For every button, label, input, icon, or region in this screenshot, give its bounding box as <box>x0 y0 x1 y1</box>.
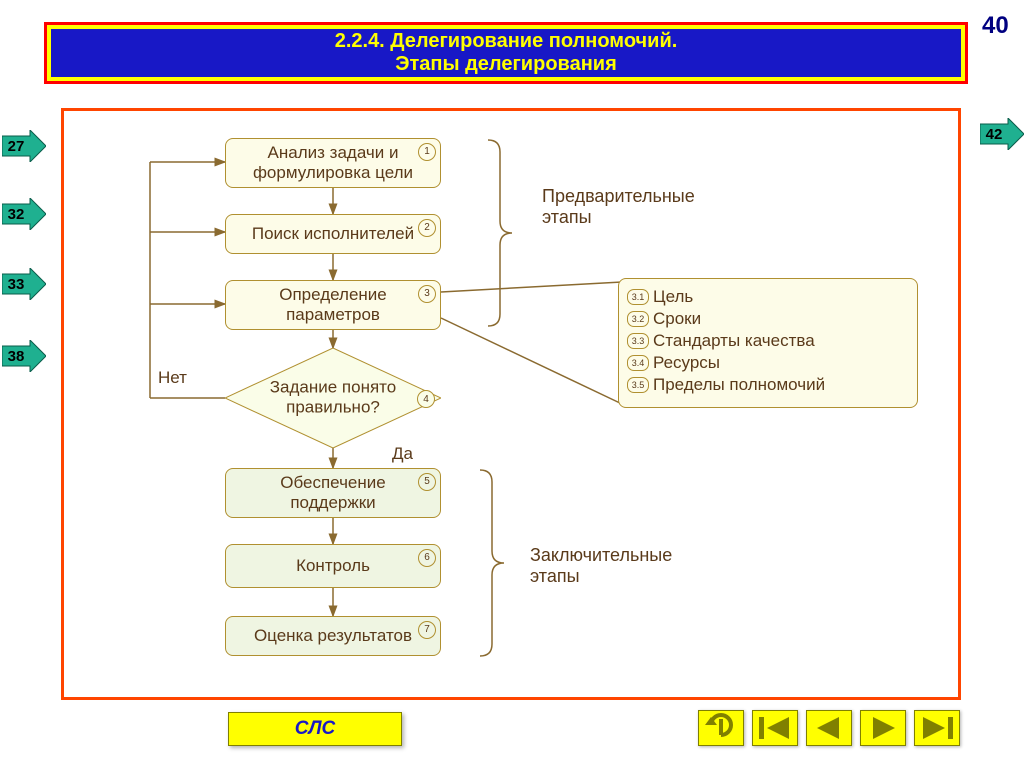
return-button[interactable] <box>698 710 744 746</box>
nav-arrow-42[interactable]: 42 <box>980 118 1024 150</box>
step-number-6: 6 <box>418 549 436 567</box>
step-number-4: 4 <box>417 390 435 408</box>
param-label-0: Цель <box>653 287 693 307</box>
nav-arrow-27[interactable]: 27 <box>2 130 46 162</box>
title-line2: Этапы делегирования <box>51 53 961 76</box>
step-number-3: 3 <box>418 285 436 303</box>
title-inner: 2.2.4. Делегирование полномочий. Этапы д… <box>51 29 961 77</box>
step-number-5: 5 <box>418 473 436 491</box>
flow-step-1: Анализ задачи иформулировка цели1 <box>225 138 441 188</box>
prev-button[interactable] <box>806 710 852 746</box>
step-number-1: 1 <box>418 143 436 161</box>
param-item-2: 3.3Стандарты качества <box>627 331 909 351</box>
nav-arrow-32[interactable]: 32 <box>2 198 46 230</box>
decision-diamond: Задание понятоправильно?4 <box>225 348 441 448</box>
last-button[interactable] <box>914 710 960 746</box>
nav-arrow-38[interactable]: 38 <box>2 340 46 372</box>
svg-text:32: 32 <box>8 206 25 223</box>
parameters-panel: 3.1Цель3.2Сроки3.3Стандарты качества3.4Р… <box>618 278 918 408</box>
group-label-0: Предварительныеэтапы <box>542 186 695 228</box>
decision-yes-label: Да <box>392 444 413 464</box>
step-number-7: 7 <box>418 621 436 639</box>
brace-0 <box>486 138 516 328</box>
param-label-2: Стандарты качества <box>653 331 815 351</box>
param-num-4: 3.5 <box>627 377 649 393</box>
svg-text:27: 27 <box>8 138 25 155</box>
brace-1 <box>478 468 508 658</box>
next-button[interactable] <box>860 710 906 746</box>
step-number-2: 2 <box>418 219 436 237</box>
flow-step-3: Определениепараметров3 <box>225 280 441 330</box>
page-number: 40 <box>982 12 1009 40</box>
param-item-4: 3.5Пределы полномочий <box>627 375 909 395</box>
param-num-3: 3.4 <box>627 355 649 371</box>
flow-step-7: Оценка результатов7 <box>225 616 441 656</box>
group-label-1: Заключительныеэтапы <box>530 545 672 587</box>
svg-text:33: 33 <box>8 276 25 293</box>
param-label-3: Ресурсы <box>653 353 720 373</box>
flow-step-5: Обеспечениеподдержки5 <box>225 468 441 518</box>
param-label-4: Пределы полномочий <box>653 375 825 395</box>
flow-step-6: Контроль6 <box>225 544 441 588</box>
first-button[interactable] <box>752 710 798 746</box>
decision-no-label: Нет <box>158 368 187 388</box>
sls-button[interactable]: СЛС <box>228 712 402 746</box>
svg-text:42: 42 <box>986 126 1003 143</box>
param-num-1: 3.2 <box>627 311 649 327</box>
flow-step-2: Поиск исполнителей2 <box>225 214 441 254</box>
param-item-0: 3.1Цель <box>627 287 909 307</box>
title-banner: 2.2.4. Делегирование полномочий. Этапы д… <box>44 22 968 84</box>
title-line1: 2.2.4. Делегирование полномочий. <box>51 30 961 53</box>
param-num-0: 3.1 <box>627 289 649 305</box>
param-label-1: Сроки <box>653 309 701 329</box>
svg-text:38: 38 <box>8 348 25 365</box>
param-item-1: 3.2Сроки <box>627 309 909 329</box>
nav-arrow-33[interactable]: 33 <box>2 268 46 300</box>
param-num-2: 3.3 <box>627 333 649 349</box>
param-item-3: 3.4Ресурсы <box>627 353 909 373</box>
